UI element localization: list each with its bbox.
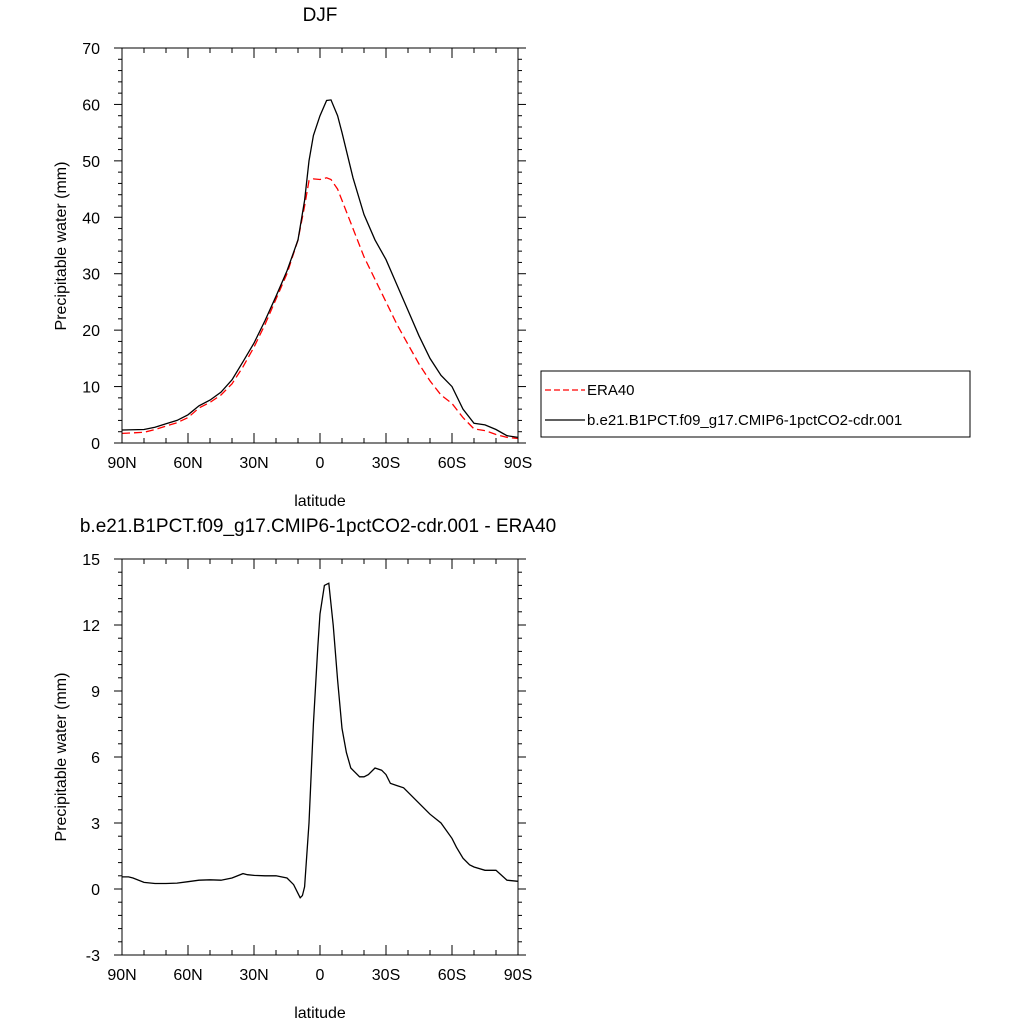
top-x-tick-label: 60N [173,455,202,472]
bottom-x-tick-label: 30S [372,967,400,984]
top-x-tick-label: 30N [239,455,268,472]
legend-label-model: b.e21.B1PCT.f09_g17.CMIP6-1pctCO2-cdr.00… [587,412,902,429]
bottom-series-line-0 [122,582,519,899]
legend: ERA40 b.e21.B1PCT.f09_g17.CMIP6-1pctCO2-… [540,370,971,438]
bottom-chart-ticks: 90N 60N 30N 0 30S 60S 90S -3 0 3 6 9 12 15 [82,552,532,984]
bottom-x-tick-label: 60N [173,967,202,984]
bottom-x-tick-label: 90S [504,967,532,984]
bottom-chart-ylabel: Precipitable water (mm) [53,673,70,842]
climatology-chart: DJF Precipitable water (mm) latitude 90N… [53,5,971,510]
bottom-chart-xlabel: latitude [294,1005,346,1022]
difference-chart: b.e21.B1PCT.f09_g17.CMIP6-1pctCO2-cdr.00… [53,516,556,1022]
bottom-chart-series [122,582,519,899]
bottom-y-tick-label: 9 [91,684,100,701]
top-chart-xlabel: latitude [294,493,346,510]
bottom-x-tick-label: 60S [438,967,466,984]
legend-label-era40: ERA40 [587,382,635,399]
bottom-y-tick-label: 6 [91,750,100,767]
top-chart-ticks: 90N 60N 30N 0 30S 60S 90S 0 10 20 30 40 50 60 70 [82,41,532,472]
top-y-tick-label: 60 [82,97,100,114]
bottom-y-tick-label: -3 [86,948,100,965]
top-y-tick-label: 40 [82,210,100,227]
top-x-tick-label: 60S [438,455,466,472]
top-y-tick-label: 50 [82,154,100,171]
top-chart-frame [121,47,519,444]
bottom-x-tick-label: 30N [239,967,268,984]
top-y-tick-label: 20 [82,323,100,340]
top-series-line-1 [121,99,519,439]
top-series-line-0 [121,177,519,440]
top-y-tick-label: 0 [91,436,100,453]
bottom-y-tick-label: 15 [82,552,100,569]
top-y-tick-label: 70 [82,41,100,58]
top-chart-series [121,99,519,440]
top-x-tick-label: 30S [372,455,400,472]
top-x-tick-label: 90S [504,455,532,472]
bottom-y-tick-label: 12 [82,618,100,635]
legend-box [540,370,971,438]
top-chart-title: DJF [303,5,338,26]
bottom-chart-frame [121,558,519,956]
bottom-x-tick-label: 90N [107,967,136,984]
bottom-x-tick-label: 0 [316,967,325,984]
bottom-chart-title: b.e21.B1PCT.f09_g17.CMIP6-1pctCO2-cdr.00… [80,516,556,537]
bottom-y-tick-label: 0 [91,882,100,899]
bottom-y-tick-label: 3 [91,816,100,833]
top-x-tick-label: 90N [107,455,136,472]
top-y-tick-label: 10 [82,380,100,397]
top-chart-ylabel: Precipitable water (mm) [53,162,70,331]
top-y-tick-label: 30 [82,267,100,284]
top-x-tick-label: 0 [316,455,325,472]
